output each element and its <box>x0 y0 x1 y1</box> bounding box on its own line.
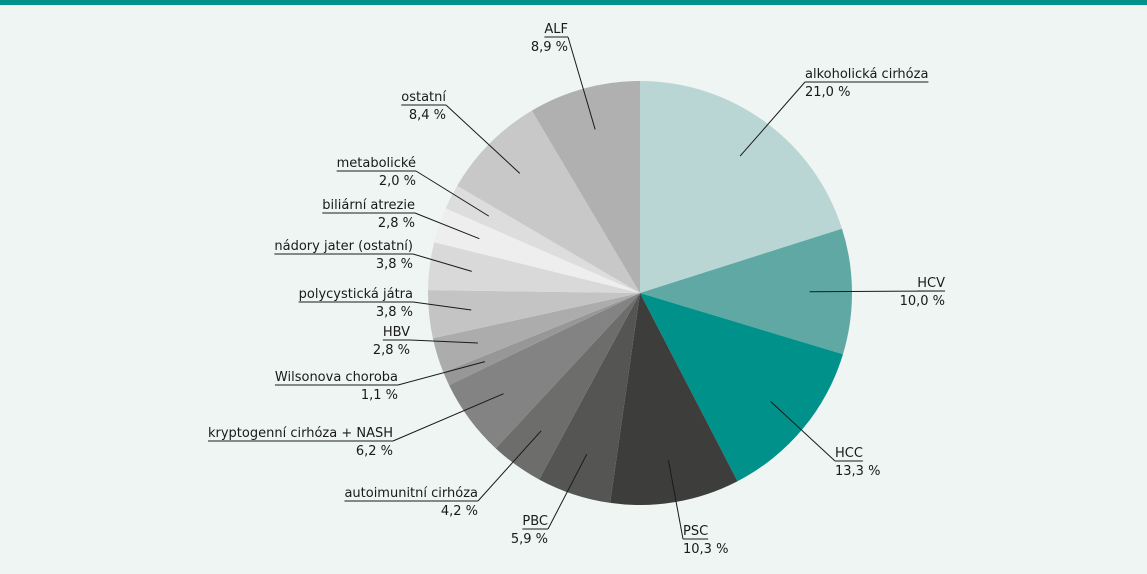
leader-line <box>409 339 478 344</box>
slice-label: biliární atrezie <box>322 198 415 213</box>
slice-value-label: 21,0 % <box>805 85 850 100</box>
pie-slice <box>640 293 843 482</box>
slice-label: HCV <box>917 276 945 291</box>
slice-value-label: 10,3 % <box>683 542 728 557</box>
leader-line <box>415 170 490 217</box>
slice-label: metabolické <box>337 156 416 171</box>
leader-line <box>445 104 521 174</box>
pie-slice <box>445 185 640 293</box>
pie-slice <box>531 81 640 293</box>
pie-slice <box>443 293 640 386</box>
leader-line <box>412 253 472 272</box>
slice-label: Wilsonova choroba <box>275 370 398 385</box>
pie-slice <box>432 293 640 373</box>
pie-slice <box>495 293 640 480</box>
leader-line <box>667 460 684 540</box>
leader-line <box>770 400 836 462</box>
slice-value-label: 2,8 % <box>378 216 415 231</box>
slice-value-label: 3,8 % <box>376 305 413 320</box>
slice-label: nádory jater (ostatní) <box>274 239 413 254</box>
slice-label: PSC <box>683 524 708 539</box>
slice-label: HBV <box>383 325 410 340</box>
pie-slice <box>640 81 843 293</box>
pie-slice <box>640 228 852 355</box>
leader-line <box>809 290 946 293</box>
pie-slice <box>449 293 640 449</box>
pie-slice <box>457 110 640 293</box>
pie-slice <box>539 293 640 503</box>
slice-label: PBC <box>522 514 548 529</box>
slice-value-label: 2,8 % <box>373 343 410 358</box>
leader-line <box>412 301 472 311</box>
slice-label: alkoholická cirhóza <box>805 67 928 82</box>
top-band <box>0 0 1147 5</box>
pie-slice <box>428 242 640 293</box>
pie-slice <box>434 208 640 293</box>
leader-line <box>477 430 542 502</box>
slice-value-label: 1,1 % <box>361 388 398 403</box>
slice-label: HCC <box>835 446 863 461</box>
slice-value-label: 10,0 % <box>900 294 945 309</box>
slice-label: ostatní <box>401 90 446 105</box>
slice-value-label: 3,8 % <box>376 257 413 272</box>
slice-label: kryptogenní cirhóza + NASH <box>208 426 393 441</box>
leader-line <box>547 453 588 530</box>
slice-label: polycystická játra <box>299 287 413 302</box>
slice-value-label: 8,4 % <box>409 108 446 123</box>
slice-value-label: 13,3 % <box>835 464 880 479</box>
slice-value-label: 2,0 % <box>379 174 416 189</box>
leader-line <box>392 393 504 442</box>
slice-value-label: 4,2 % <box>441 504 478 519</box>
slice-value-label: 8,9 % <box>531 40 568 55</box>
pie-slice <box>610 293 738 506</box>
leader-line <box>567 36 596 130</box>
slice-value-label: 5,9 % <box>511 532 548 547</box>
leader-line <box>414 212 480 240</box>
leader-line <box>397 361 486 386</box>
pie-slice <box>428 290 640 339</box>
slice-value-label: 6,2 % <box>356 444 393 459</box>
slice-label: autoimunitní cirhóza <box>344 486 478 501</box>
slice-label: ALF <box>544 22 568 37</box>
leader-line <box>739 81 806 157</box>
